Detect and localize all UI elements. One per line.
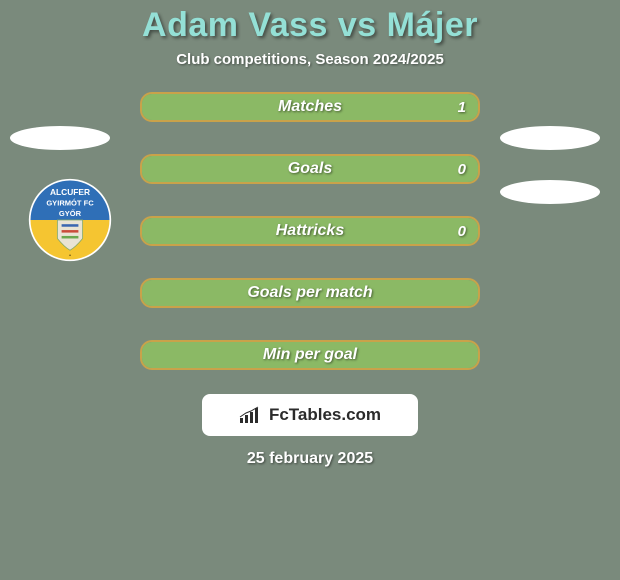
club-badge-gyirmot: ALCUFER GYIRMÓT FC GYŐR • [28,178,112,267]
stat-bar-inner [142,94,478,120]
watermark-text: FcTables.com [269,405,381,425]
fctables-watermark: FcTables.com [202,394,418,436]
page-title: Adam Vass vs Májer [0,0,620,45]
stat-bar-outer: Hattricks0 [140,216,480,246]
svg-text:ALCUFER: ALCUFER [50,187,90,197]
stat-bar-inner [142,156,478,182]
stat-bar-outer: Goals0 [140,154,480,184]
date-label: 25 february 2025 [0,450,620,468]
stat-row: Goals per match [140,278,480,308]
stat-bar-inner [142,280,478,306]
stat-row: Hattricks0 [140,216,480,246]
svg-text:GYŐR: GYŐR [59,209,82,218]
stat-bar-inner [142,342,478,368]
stat-bar-outer: Min per goal [140,340,480,370]
svg-text:GYIRMÓT FC: GYIRMÓT FC [46,199,94,208]
page-subtitle: Club competitions, Season 2024/2025 [0,51,620,68]
stat-row: Min per goal [140,340,480,370]
stat-row: Matches1 [140,92,480,122]
stat-bar-outer: Goals per match [140,278,480,308]
placeholder-ellipse-right-top [500,126,600,150]
comparison-card: Adam Vass vs Májer Club competitions, Se… [0,0,620,580]
stat-bar-inner [142,218,478,244]
svg-text:•: • [69,253,71,259]
placeholder-ellipse-right-mid [500,180,600,204]
bar-chart-icon [239,406,261,424]
stat-bar-outer: Matches1 [140,92,480,122]
placeholder-ellipse-left [10,126,110,150]
stat-row: Goals0 [140,154,480,184]
